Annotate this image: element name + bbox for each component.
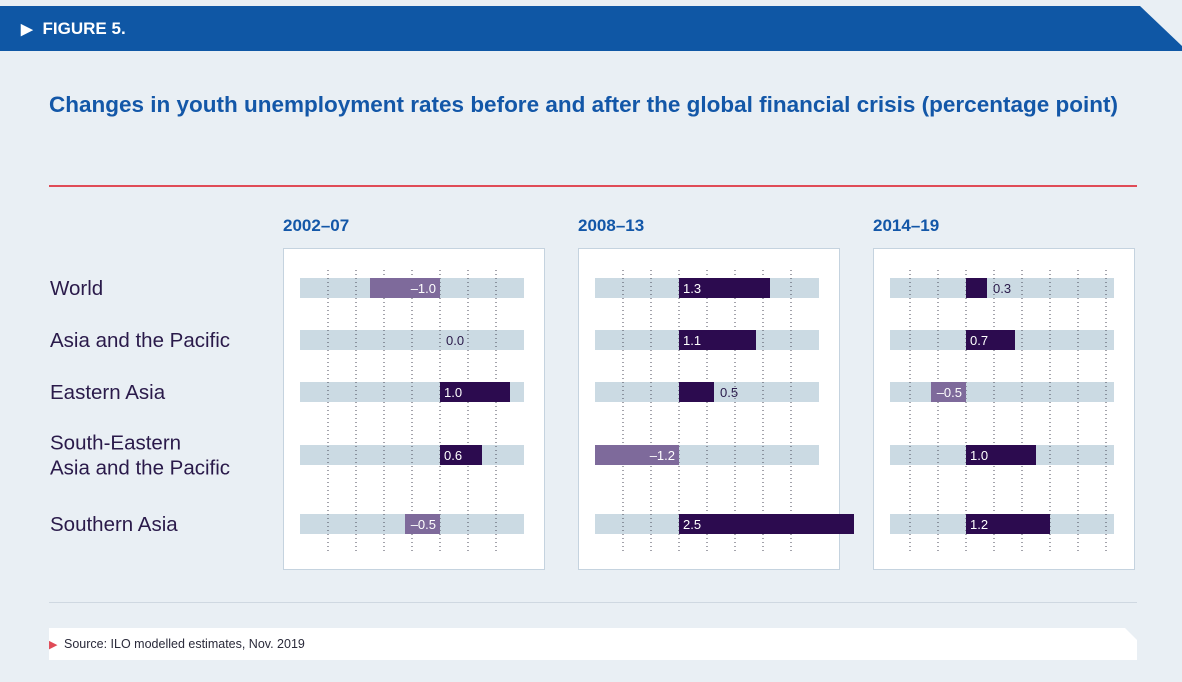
panel-title: 2002–07 (283, 216, 349, 235)
footer-divider (49, 602, 1137, 603)
data-bar (679, 514, 854, 534)
figure-banner: ▶ FIGURE 5. (0, 6, 1182, 51)
data-bar (679, 382, 714, 402)
category-label: Southern Asia (50, 513, 178, 536)
bar-track (890, 278, 1114, 298)
data-label: 1.0 (444, 385, 462, 400)
data-bar (370, 278, 440, 298)
figure-label: ▶ FIGURE 5. (21, 6, 126, 51)
source-text: Source: ILO modelled estimates, Nov. 201… (64, 637, 305, 651)
data-bar (966, 514, 1050, 534)
bar-chart: World Asia and the Pacific Eastern Asia Sou… (50, 216, 1135, 570)
play-triangle-icon: ▶ (21, 20, 33, 38)
data-bar (966, 278, 987, 298)
data-bar (931, 382, 966, 402)
category-label: World (50, 277, 103, 300)
category-label: Eastern Asia (50, 381, 166, 404)
data-label: 0.5 (720, 385, 738, 400)
data-label: –0.5 (937, 385, 962, 400)
data-bar (679, 330, 756, 350)
data-label: 2.5 (683, 517, 701, 532)
data-bar (595, 445, 679, 465)
data-bar (405, 514, 440, 534)
data-label: –0.5 (411, 517, 436, 532)
data-bar (679, 278, 770, 298)
data-label: 0.3 (993, 281, 1011, 296)
category-label: Asia and the Pacific (50, 329, 230, 352)
data-label: 1.1 (683, 333, 701, 348)
bar-track (890, 382, 1114, 402)
data-label: –1.2 (650, 448, 675, 463)
data-bar (966, 330, 1015, 350)
chart-title: Changes in youth unemployment rates befo… (49, 92, 1118, 117)
data-label: 1.2 (970, 517, 988, 532)
source-marker-icon: ▶ (49, 639, 58, 651)
data-bar (440, 445, 482, 465)
figure-number: FIGURE 5. (42, 18, 126, 38)
data-label: –1.0 (411, 281, 436, 296)
data-label: 0.6 (444, 448, 462, 463)
banner-shape (0, 6, 1182, 51)
data-bar (966, 445, 1036, 465)
panel-title: 2014–19 (873, 216, 939, 235)
source-box (49, 628, 1137, 660)
panel-title: 2008–13 (578, 216, 644, 235)
data-label: 1.3 (683, 281, 701, 296)
category-label: South-Eastern Asia and the Pacific (50, 432, 230, 480)
data-label: 0.7 (970, 333, 988, 348)
title-divider (49, 185, 1137, 187)
data-label: 0.0 (446, 333, 464, 348)
data-bar (440, 382, 510, 402)
source-note: ▶ Source: ILO modelled estimates, Nov. 2… (49, 628, 1137, 660)
data-label: 1.0 (970, 448, 988, 463)
